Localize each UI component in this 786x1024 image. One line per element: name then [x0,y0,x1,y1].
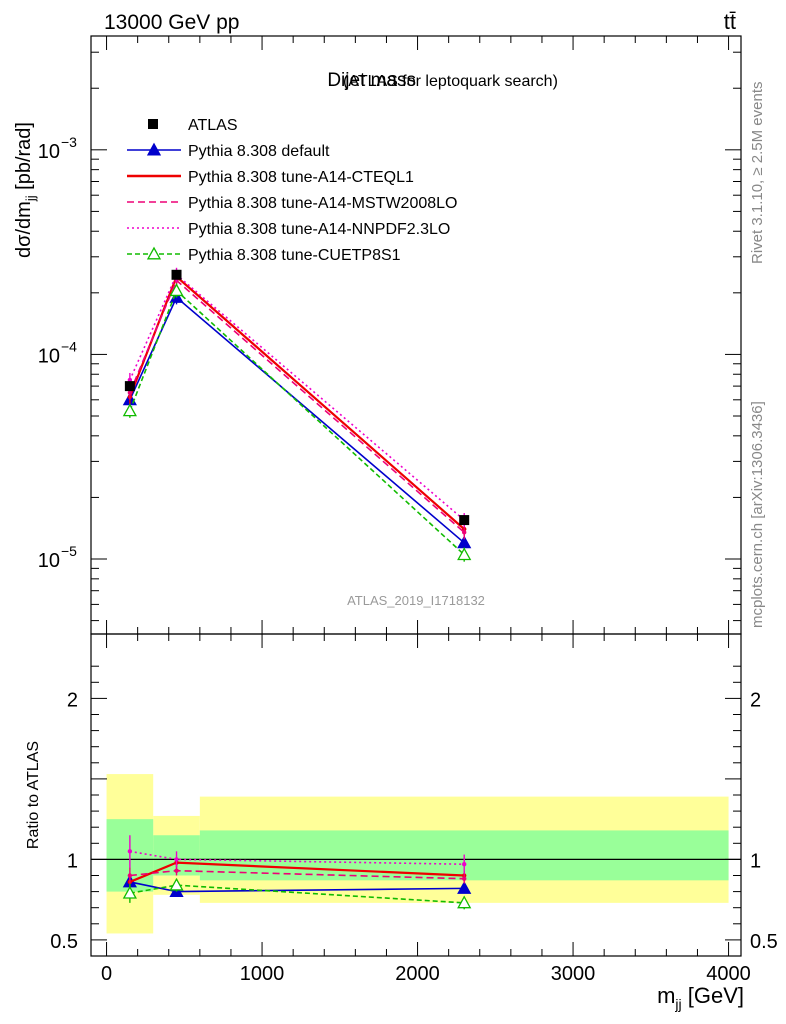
x-axis-label: mjj [GeV] [657,983,744,1012]
y-tick-label: 10 [38,550,60,572]
legend-marker [146,246,162,260]
svg-text:dσ/dmjj [pb/rad]: dσ/dmjj [pb/rad] [13,122,38,258]
data-point [459,515,470,526]
x-tick-label: 2000 [395,963,440,985]
ratio-plot-area [91,774,741,934]
source-label: mcplots.cern.ch [arXiv:1306.3436] [749,401,766,628]
ratio-tick-label-left: 2 [67,689,78,711]
x-tick-label: 3000 [551,963,596,985]
series-ratio-marker [462,876,467,881]
ratio-tick-label-right: 2 [750,689,761,711]
ratio-tick-label-left: 0.5 [50,931,78,953]
y-axis-label: dσ/dmjj [pb/rad] [13,122,38,258]
ratio-panel: 0 1000 2000 3000 4000 0.5 0.5 1 1 2 2 Ratio to ATL… [25,633,778,985]
series-marker [169,283,184,297]
series-line [129,279,465,533]
series-ratio-marker [457,881,472,894]
series-ratio-marker [457,895,472,909]
legend-label: Pythia 8.308 tune-A14-MSTW2008LO [188,195,457,212]
series-marker [457,547,472,561]
svg-text:mjj [GeV]: mjj [GeV] [657,983,744,1012]
ratio-tick-label-right: 0.5 [750,931,778,953]
legend: ATLAS Pythia 8.308 default Pythia 8.308 tu… [127,117,457,264]
main-panel: 10−310−410−5 Dijet mass (ATLAS for lepto… [13,35,742,635]
ratio-tick-label-left: 1 [67,850,78,872]
legend-label: Pythia 8.308 default [188,143,330,160]
main-axes: 10−310−410−5 [38,36,741,634]
energy-label: 13000 GeV pp [104,11,239,34]
x-tick-label: 0 [101,963,112,985]
data-point [171,269,182,280]
series-ratio-line [129,850,465,866]
ratio-y-label: Ratio to ATLAS [25,741,42,849]
series-ratio-marker [174,868,179,873]
ratio-axes: 0 1000 2000 3000 4000 0.5 0.5 1 1 2 2 [50,634,778,985]
y-tick-exponent: −4 [61,338,77,354]
series-marker [127,377,133,383]
series-marker [462,530,467,535]
legend-marker-data [148,119,158,129]
chart-title: Dijet mass [327,70,416,91]
series-line [129,296,465,544]
series-ratio-marker [174,857,179,862]
legend-label: Pythia 8.308 tune-A14-CTEQL1 [188,169,414,186]
x-tick-label: 4000 [706,963,751,985]
rivet-label: Rivet 3.1.10, ≥ 2.5M events [749,82,766,265]
analysis-watermark: ATLAS_2019_I1718132 [347,593,485,608]
series-ratio-marker [122,885,137,899]
series-ratio-marker [462,862,467,867]
y-tick-exponent: −3 [61,134,77,150]
ratio-tick-label-right: 1 [750,850,761,872]
series-line [129,273,465,521]
process-label: tt̄ [724,9,736,34]
legend-marker [146,142,162,156]
y-tick-exponent: −5 [61,543,77,559]
series-ratio-marker [127,873,133,878]
series-line [129,289,465,556]
series-ratio-marker [127,849,133,854]
legend-label: ATLAS [188,117,238,134]
y-tick-label: 10 [38,345,60,367]
chart-subtitle: (ATLAS for leptoquark search) [343,73,558,90]
legend-label: Pythia 8.308 tune-CUETP8S1 [188,247,401,264]
ratio-frame [90,633,742,957]
data-point [124,381,135,392]
y-tick-label: 10 [38,141,60,163]
x-tick-label: 1000 [240,963,285,985]
series-line [128,274,465,530]
series-ratio-marker [169,877,184,891]
main-plot-area [122,267,472,562]
series-marker [127,390,133,395]
legend-label: Pythia 8.308 tune-A14-NNPDF2.3LO [188,221,450,238]
series-marker [122,403,137,417]
